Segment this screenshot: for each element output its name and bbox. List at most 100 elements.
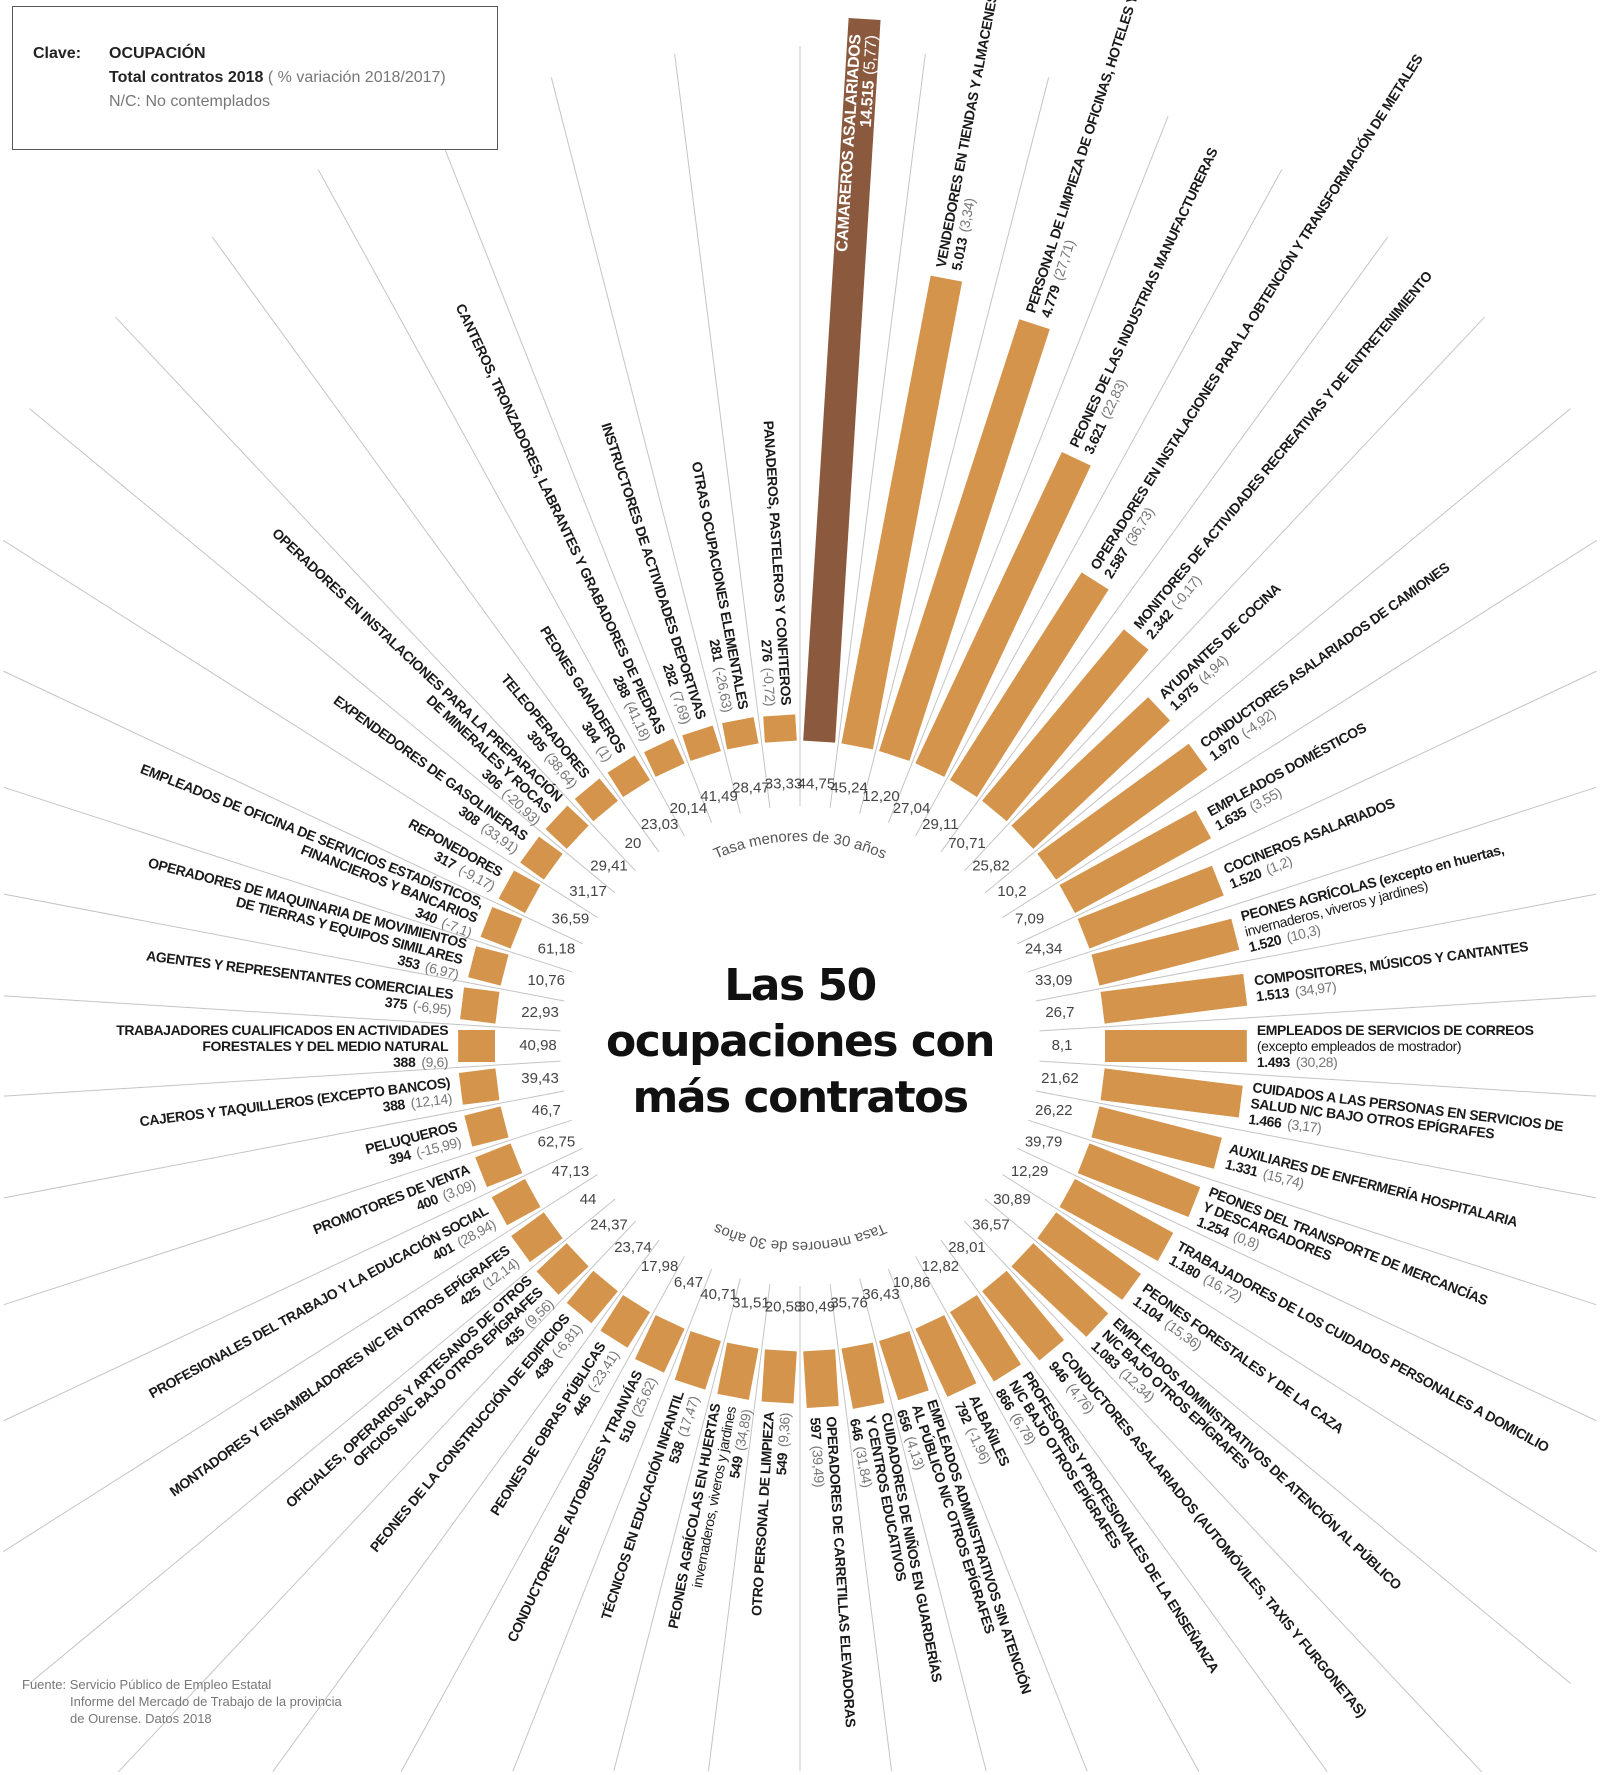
separator-line xyxy=(3,1060,561,1097)
separator-line xyxy=(984,408,1571,894)
bar xyxy=(879,319,1050,761)
tasa-value: 26,7 xyxy=(1045,1004,1074,1021)
bar xyxy=(674,1331,721,1390)
occupation-name-line: OPERADORES DE CARRETILLAS ELEVADORAS xyxy=(823,1416,859,1728)
bar-group xyxy=(480,906,523,949)
separator-line xyxy=(887,1268,1088,1772)
bar xyxy=(915,1315,977,1397)
tasa-value: 47,13 xyxy=(552,1163,590,1180)
separator-line xyxy=(550,77,741,814)
tasa-value: 6,47 xyxy=(674,1274,703,1291)
bar-group xyxy=(475,1143,523,1188)
separator-line xyxy=(829,1284,893,1772)
tasa-value: 7,09 xyxy=(1015,911,1044,928)
bar-group xyxy=(1037,1212,1142,1300)
contracts-value: 388 xyxy=(382,1096,407,1115)
separator-line xyxy=(3,1090,565,1199)
bar xyxy=(1104,1030,1247,1062)
contracts-value: 14.515 xyxy=(858,80,878,128)
bar-group xyxy=(803,18,881,743)
occupation-label: OTRO PERSONAL DE LIMPIEZA549 (9,36) xyxy=(748,1411,793,1617)
occupation-name: OTRO PERSONAL DE LIMPIEZA549 (9,36) xyxy=(748,1411,793,1617)
tasa-value: 24,37 xyxy=(590,1216,628,1233)
bar xyxy=(511,1212,563,1262)
bar xyxy=(1100,1068,1243,1118)
bar-group xyxy=(536,1243,589,1295)
separator-line xyxy=(1028,1119,1597,1306)
occupation-label: PANADEROS, PASTELEROS Y CONFITEROS276 (-0… xyxy=(758,420,794,706)
variation-value: (3,17) xyxy=(1286,1116,1322,1136)
tasa-value: 31,17 xyxy=(569,883,607,900)
separator-line xyxy=(1035,893,1597,1002)
separator-line xyxy=(887,116,1169,824)
bar xyxy=(1091,1106,1222,1169)
tasa-value: 35,76 xyxy=(830,1294,868,1311)
bar-group xyxy=(717,1342,759,1400)
bar xyxy=(915,451,1091,777)
tasa-value: 24,34 xyxy=(1025,941,1063,958)
tasa-value: 10,86 xyxy=(893,1274,931,1291)
occupation-label: PROMOTORES DE VENTA400(3,09) xyxy=(311,1161,478,1237)
legend-key-label: Clave: xyxy=(33,45,82,62)
separator-line xyxy=(1002,540,1597,918)
separator-line xyxy=(1016,670,1597,945)
occupation-label: MONITORES DE ACTIVIDADES RECREATIVAS Y D… xyxy=(1130,268,1435,642)
tasa-value: 36,59 xyxy=(552,911,590,928)
variation-value: (39,49) xyxy=(809,1445,828,1487)
tasa-value: 45,24 xyxy=(830,780,868,797)
bar-group xyxy=(1091,1106,1222,1169)
tasa-value: 62,75 xyxy=(538,1133,576,1150)
bar xyxy=(520,836,563,880)
tasa-value: 40,71 xyxy=(700,1286,738,1303)
variation-value: (-6,95) xyxy=(412,997,452,1018)
tasa-value: 20 xyxy=(625,835,642,852)
occupation-label: CONDUCTORES ASALARIADOS DE CAMIONES1.970… xyxy=(1197,559,1453,764)
occupation-name-line: FORESTALES Y DEL MEDIO NATURAL xyxy=(202,1038,449,1054)
tasa-value: 28,47 xyxy=(732,780,770,797)
bar-group xyxy=(1077,865,1224,949)
separator-line xyxy=(1002,1174,1597,1552)
contracts-value: 538 xyxy=(665,1439,687,1466)
bar-group xyxy=(574,778,618,822)
separator-line xyxy=(829,53,926,808)
source-line-2: Informe del Mercado de Trabajo de la pro… xyxy=(70,1694,342,1709)
contracts-value: 282 xyxy=(660,662,682,689)
bar xyxy=(879,1331,929,1401)
separator-line xyxy=(859,1278,987,1772)
occupation-name-line: OTRO PERSONAL DE LIMPIEZA xyxy=(748,1411,777,1616)
bar-group xyxy=(600,1294,651,1348)
occupation-name-line: TRABAJADORES CUALIFICADOS EN ACTIVIDADES xyxy=(116,1022,448,1038)
tasa-arc-label-top: Tasa menores de 30 años xyxy=(711,828,889,863)
bar xyxy=(803,1349,839,1409)
tasa-value: 28,01 xyxy=(948,1239,986,1256)
bar-group xyxy=(460,987,500,1024)
separator-line xyxy=(3,1147,584,1422)
bar xyxy=(722,717,759,750)
bar-group xyxy=(1077,1143,1201,1218)
legend-contracts-bold: Total contratos 2018 xyxy=(109,69,264,86)
contracts-value: 353 xyxy=(396,952,422,973)
contracts-value: 375 xyxy=(384,994,409,1013)
bar xyxy=(458,1030,496,1062)
contracts-value: 1.513 xyxy=(1255,984,1290,1004)
tasa-value: 12,29 xyxy=(1011,1163,1049,1180)
contracts-value: 597 xyxy=(807,1417,824,1441)
tasa-value: 46,7 xyxy=(532,1102,561,1119)
separator-lines xyxy=(3,46,1597,1773)
occupation-name: TRABAJADORES CUALIFICADOS EN ACTIVIDADES… xyxy=(116,1022,449,1070)
bar-group xyxy=(722,717,759,750)
variation-value: (5,77) xyxy=(861,35,880,75)
tasa-value: 12,20 xyxy=(862,788,900,805)
bar-group xyxy=(915,451,1091,777)
separator-line xyxy=(512,1268,713,1772)
occupation-name-line: CONDUCTORES ASALARIADOS DE CAMIONES xyxy=(1197,559,1453,751)
occupation-label: OPERADORES EN INSTALACIONES PARA LA PREP… xyxy=(269,524,566,828)
occupation-label: OPERADORES DE CARRETILLAS ELEVADORAS597 (… xyxy=(807,1416,859,1728)
chart-title: Las 50 ocupaciones con más contratos xyxy=(606,960,996,1123)
variation-value: (9,6) xyxy=(421,1054,448,1070)
bar-group xyxy=(803,1349,839,1409)
separator-line xyxy=(859,77,1050,814)
bar xyxy=(574,778,618,822)
bar-group xyxy=(1100,973,1248,1024)
